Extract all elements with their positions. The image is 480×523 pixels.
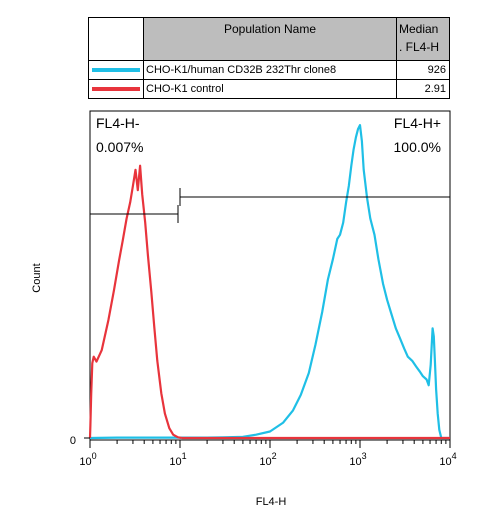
gate-pos-percent: 100.0% — [394, 139, 441, 155]
legend-swatch-cyan — [92, 68, 140, 72]
legend-row-name: CHO-K1/human CD32B 232Thr clone8 — [143, 60, 397, 80]
legend-row: CHO-K1/human CD32B 232Thr clone8 926 — [88, 60, 450, 80]
gate-layer — [89, 188, 450, 223]
y-tick-zero: 0 — [70, 435, 76, 447]
ticks-layer: 100 101 102 103 104 — [79, 437, 457, 468]
legend-swatch-cell — [88, 79, 144, 99]
legend-row: CHO-K1 control 2.91 — [88, 79, 450, 99]
x-axis-label: FL4-H — [256, 496, 287, 508]
gate-neg-name: FL4-H- — [96, 115, 140, 131]
legend-row-median: 2.91 — [396, 79, 450, 99]
gate-pos-name: FL4-H+ — [394, 115, 441, 131]
x-tick-label: 102 — [259, 451, 276, 468]
legend-header-blank — [88, 17, 144, 61]
y-axis-label: Count — [31, 263, 43, 292]
legend-swatch-red — [92, 87, 140, 91]
x-tick-label: 104 — [439, 451, 456, 468]
legend-header-name: Population Name — [143, 17, 397, 61]
legend-row-name: CHO-K1 control — [143, 79, 397, 99]
gate-neg-percent: 0.007% — [96, 139, 143, 155]
legend-table: Population Name Median . FL4-H CHO-K1/hu… — [88, 17, 450, 99]
plot-frame — [89, 110, 451, 441]
x-tick-label: 103 — [349, 451, 366, 468]
legend-header-median: Median . FL4-H — [396, 17, 450, 61]
x-tick-label: 100 — [79, 451, 96, 468]
legend-header-median-line2: . FL4-H — [399, 40, 440, 54]
series-line-control — [88, 164, 183, 440]
series-line-clone8 — [89, 124, 443, 440]
legend-header-row: Population Name Median . FL4-H — [88, 17, 450, 61]
x-tick-label: 101 — [169, 451, 186, 468]
series-layer — [88, 124, 450, 440]
legend-header-median-line1: Median — [399, 22, 439, 36]
